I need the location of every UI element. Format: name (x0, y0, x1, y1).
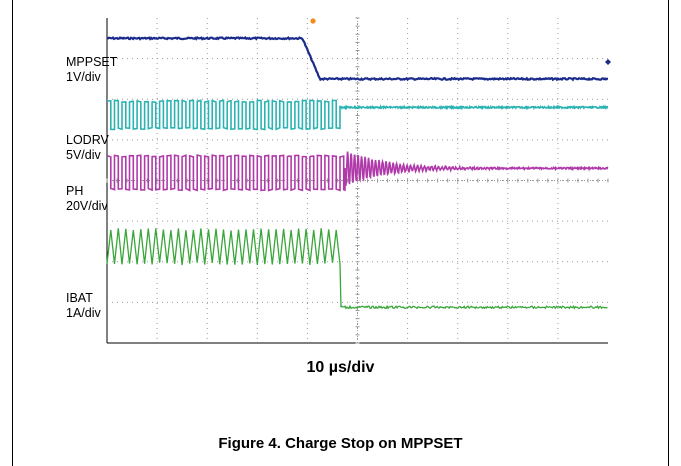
channel-label-ibat: IBAT 1A/div (66, 291, 101, 321)
timebase-label: 10 µs/div (306, 359, 375, 376)
channel-name-lodrv: LODRV (66, 133, 109, 147)
trace-ibat (106, 228, 608, 310)
trigger-position-marker (310, 18, 316, 24)
channel-label-lodrv: LODRV 5V/div (66, 133, 109, 163)
plot-grid (106, 17, 609, 344)
trace-lodrv (106, 99, 609, 131)
channel-scale-mppset: 1V/div (66, 70, 101, 84)
frame-border-left (12, 0, 13, 466)
frame-border-right (668, 0, 669, 466)
channel-scale-ibat: 1A/div (66, 306, 101, 320)
channel-name-ibat: IBAT (66, 291, 93, 305)
trace-mppset (106, 36, 609, 82)
trigger-level-marker (605, 59, 611, 65)
plot-markers (310, 18, 611, 65)
channel-label-mppset: MPPSET 1V/div (66, 55, 117, 85)
plot-traces (106, 36, 609, 310)
trace-ph (106, 151, 609, 192)
channel-label-ph: PH 20V/div (66, 184, 108, 214)
figure-caption: Figure 4. Charge Stop on MPPSET (218, 435, 463, 452)
channel-scale-lodrv: 5V/div (66, 148, 101, 162)
channel-name-mppset: MPPSET (66, 55, 118, 69)
channel-scale-ph: 20V/div (66, 199, 108, 213)
channel-name-ph: PH (66, 184, 84, 198)
